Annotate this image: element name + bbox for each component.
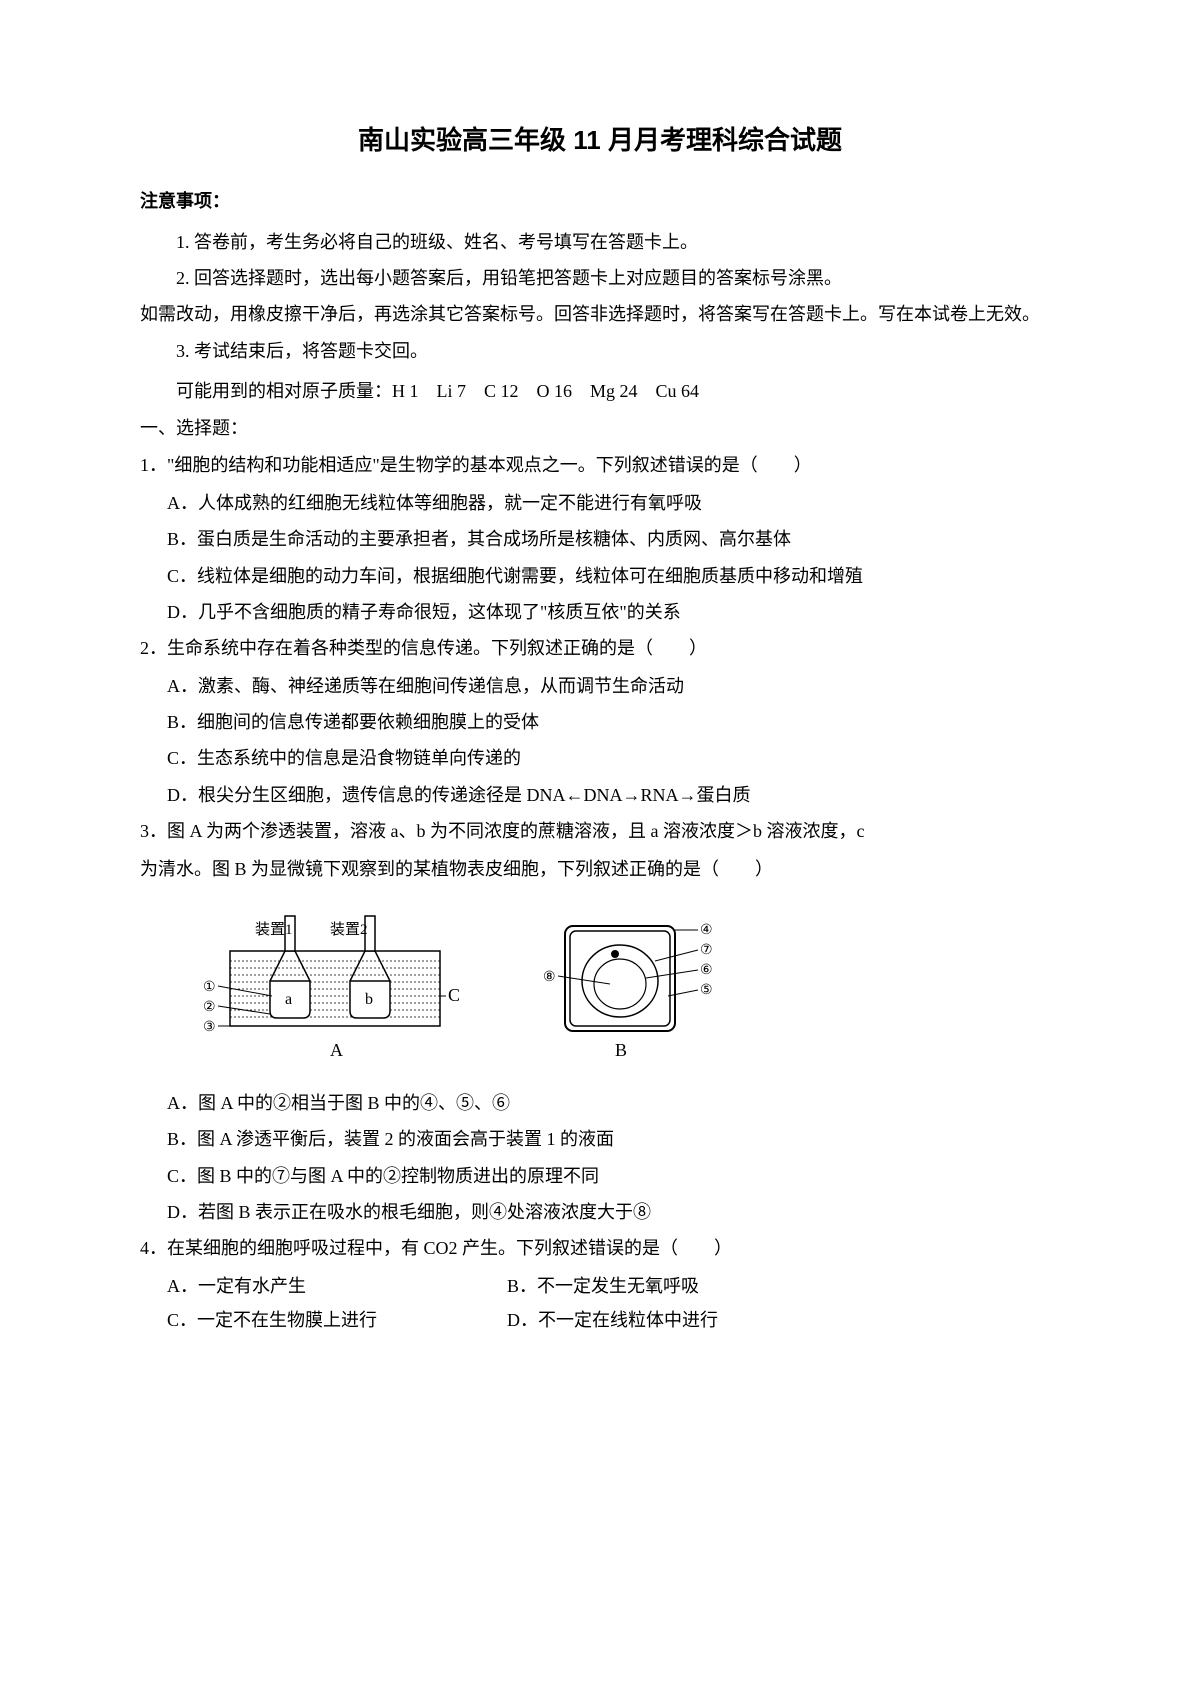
instruction-1: 1. 答卷前，考生务必将自己的班级、姓名、考号填写在答题卡上。 <box>140 225 1060 259</box>
atomic-mass: 可能用到的相对原子质量：H 1 Li 7 C 12 O 16 Mg 24 Cu … <box>140 374 1060 408</box>
q1-stem: 1．"细胞的结构和功能相适应"是生物学的基本观点之一。下列叙述错误的是（ ） <box>140 448 1060 482</box>
q4-option-b: B．不一定发生无氧呼吸 <box>507 1269 1060 1303</box>
exam-title: 南山实验高三年级 11 月月考理科综合试题 <box>140 120 1060 157</box>
A-label: A <box>330 1040 343 1060</box>
circ2: ② <box>203 1000 216 1015</box>
B-label: B <box>615 1040 627 1060</box>
q3-stem-2: 为清水。图 B 为显微镜下观察到的某植物表皮细胞，下列叙述正确的是（ ） <box>140 852 1060 886</box>
q3-option-a: A．图 A 中的②相当于图 B 中的④、⑤、⑥ <box>140 1086 1060 1120</box>
q4-option-c: C．一定不在生物膜上进行 <box>167 1303 507 1337</box>
circ7: ⑦ <box>700 943 713 958</box>
q3-option-b: B．图 A 渗透平衡后，装置 2 的液面会高于装置 1 的液面 <box>140 1122 1060 1156</box>
circ3: ③ <box>203 1020 216 1035</box>
circ1: ① <box>203 980 216 995</box>
diagram-a-label: a <box>285 991 292 1008</box>
q2-option-d: D．根尖分生区细胞，遗传信息的传递途径是 DNA←DNA→RNA→蛋白质 <box>140 778 1060 812</box>
q1-option-d: D．几乎不含细胞质的精子寿命很短，这体现了"核质互依"的关系 <box>140 595 1060 629</box>
q3-option-c: C．图 B 中的⑦与图 A 中的②控制物质进出的原理不同 <box>140 1159 1060 1193</box>
q2-option-a: A．激素、酶、神经递质等在细胞间传递信息，从而调节生命活动 <box>140 669 1060 703</box>
diagram-container: a b 装置1 装置2 ① ② ③ C A <box>200 906 1060 1066</box>
instruction-2: 2. 回答选择题时，选出每小题答案后，用铅笔把答题卡上对应题目的答案标号涂黑。 <box>140 261 1060 295</box>
diagram-b: ④ ⑦ ⑥ ⑤ ⑧ B <box>540 906 740 1066</box>
diagram-a: a b 装置1 装置2 ① ② ③ C A <box>200 906 480 1066</box>
section-choice-title: 一、选择题： <box>140 414 1060 440</box>
q1-option-c: C．线粒体是细胞的动力车间，根据细胞代谢需要，线粒体可在细胞质基质中移动和增殖 <box>140 559 1060 593</box>
q2-stem: 2．生命系统中存在着各种类型的信息传递。下列叙述正确的是（ ） <box>140 631 1060 665</box>
device1-label: 装置1 <box>255 921 293 938</box>
q4-row-cd: C．一定不在生物膜上进行 D．不一定在线粒体中进行 <box>140 1303 1060 1337</box>
q2-option-b: B．细胞间的信息传递都要依赖细胞膜上的受体 <box>140 705 1060 739</box>
q1-option-b: B．蛋白质是生命活动的主要承担者，其合成场所是核糖体、内质网、高尔基体 <box>140 522 1060 556</box>
circ5: ⑤ <box>700 983 713 998</box>
q3-stem-1: 3．图 A 为两个渗透装置，溶液 a、b 为不同浓度的蔗糖溶液，且 a 溶液浓度… <box>140 814 1060 848</box>
device2-label: 装置2 <box>330 921 368 938</box>
circ4: ④ <box>700 923 713 938</box>
q4-option-a: A．一定有水产生 <box>167 1269 507 1303</box>
circ8: ⑧ <box>543 970 556 985</box>
c-label: C <box>448 985 460 1005</box>
instruction-3: 3. 考试结束后，将答题卡交回。 <box>140 334 1060 368</box>
q3-option-d: D．若图 B 表示正在吸水的根毛细胞，则④处溶液浓度大于⑧ <box>140 1195 1060 1229</box>
notice-header: 注意事项： <box>140 187 1060 213</box>
diagram-b-label: b <box>365 991 373 1008</box>
q4-option-d: D．不一定在线粒体中进行 <box>507 1303 1060 1337</box>
q1-option-a: A．人体成熟的红细胞无线粒体等细胞器，就一定不能进行有氧呼吸 <box>140 486 1060 520</box>
q2-option-c: C．生态系统中的信息是沿食物链单向传递的 <box>140 741 1060 775</box>
instruction-2-cont: 如需改动，用橡皮擦干净后，再选涂其它答案标号。回答非选择题时，将答案写在答题卡上… <box>140 297 1060 331</box>
q4-stem: 4．在某细胞的细胞呼吸过程中，有 CO2 产生。下列叙述错误的是（ ） <box>140 1231 1060 1265</box>
q4-row-ab: A．一定有水产生 B．不一定发生无氧呼吸 <box>140 1269 1060 1303</box>
circ6: ⑥ <box>700 963 713 978</box>
